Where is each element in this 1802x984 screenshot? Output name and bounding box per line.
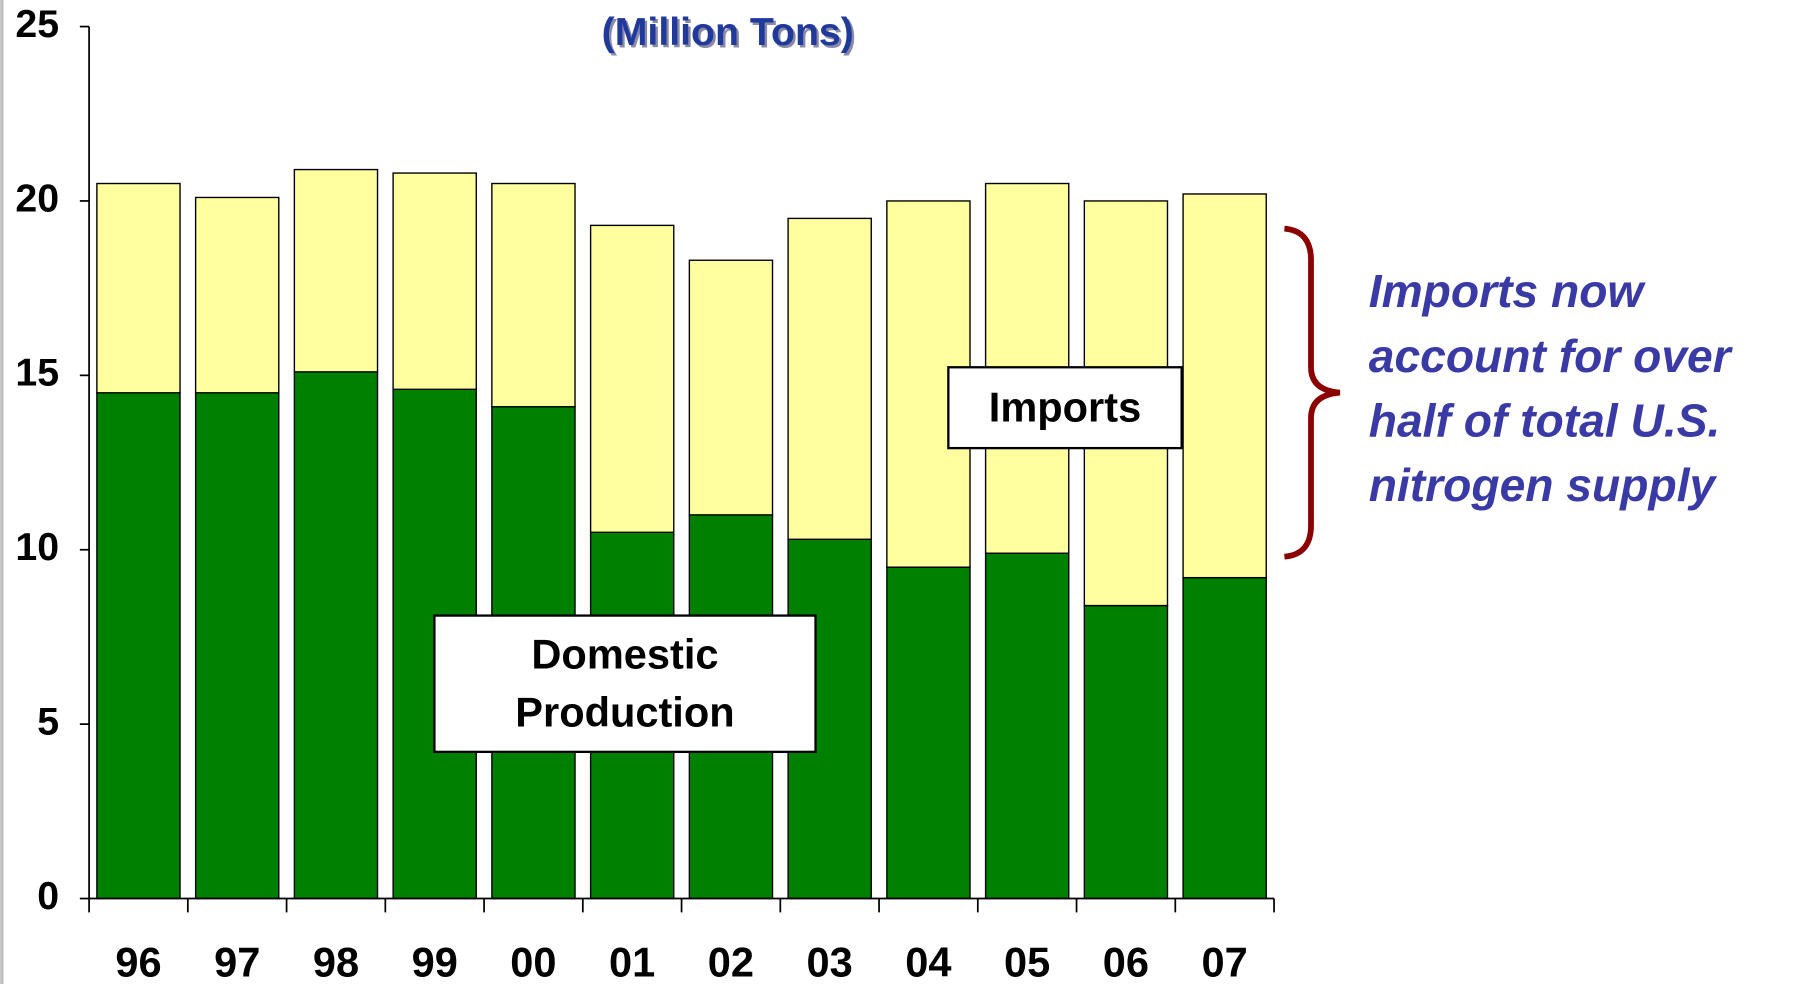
bar-segment — [1182, 576, 1267, 900]
bar-segment — [194, 196, 280, 394]
bar-segment — [1182, 193, 1267, 579]
x-tick-label: 02 — [708, 939, 754, 984]
y-tick-label: 0 — [37, 874, 59, 918]
bar-segment — [293, 168, 379, 373]
bar-segment — [194, 392, 280, 900]
bar-segment — [293, 371, 379, 900]
bar-segment — [589, 224, 675, 534]
series-label-box — [947, 366, 1183, 450]
y-tick-label: 10 — [15, 525, 59, 569]
series-label-box — [433, 614, 817, 754]
bar-segment — [491, 182, 576, 408]
brace — [1284, 225, 1341, 560]
y-tick-label: 20 — [15, 176, 59, 220]
y-tick-label: 25 — [15, 2, 59, 46]
bar-segment — [787, 217, 872, 540]
series-label: Domestic Production — [515, 631, 734, 736]
x-tick-label: 05 — [1004, 939, 1050, 984]
x-tick-label: 03 — [807, 939, 853, 984]
chart-title-shadow: (Million Tons) — [604, 12, 856, 56]
left-border — [0, 0, 4, 984]
bar-segment — [96, 392, 181, 900]
callout-box: Imports now account for over half of tot… — [1368, 266, 1731, 512]
bar-segment — [886, 566, 971, 900]
x-tick-label: 07 — [1202, 939, 1248, 984]
x-tick-label: 00 — [510, 939, 556, 984]
x-tick-label: 98 — [313, 939, 359, 984]
bar-segment — [1083, 604, 1169, 900]
bar-segment — [392, 172, 477, 390]
series-label: Imports — [989, 384, 1141, 431]
chart-title: (Million Tons) — [602, 10, 854, 54]
x-tick-label: 06 — [1103, 939, 1149, 984]
bar-segment — [96, 182, 181, 394]
x-tick-label: 97 — [214, 939, 260, 984]
bar-segment — [984, 552, 1070, 900]
x-tick-label: 01 — [609, 939, 655, 984]
callout-text: Imports now account for over half of tot… — [1368, 266, 1731, 512]
y-tick-label: 15 — [15, 351, 59, 395]
bar-segment — [688, 259, 774, 516]
x-tick-label: 04 — [905, 939, 951, 984]
y-tick-label: 5 — [37, 700, 59, 744]
x-tick-label: 99 — [412, 939, 458, 984]
x-tick-label: 96 — [115, 939, 161, 984]
